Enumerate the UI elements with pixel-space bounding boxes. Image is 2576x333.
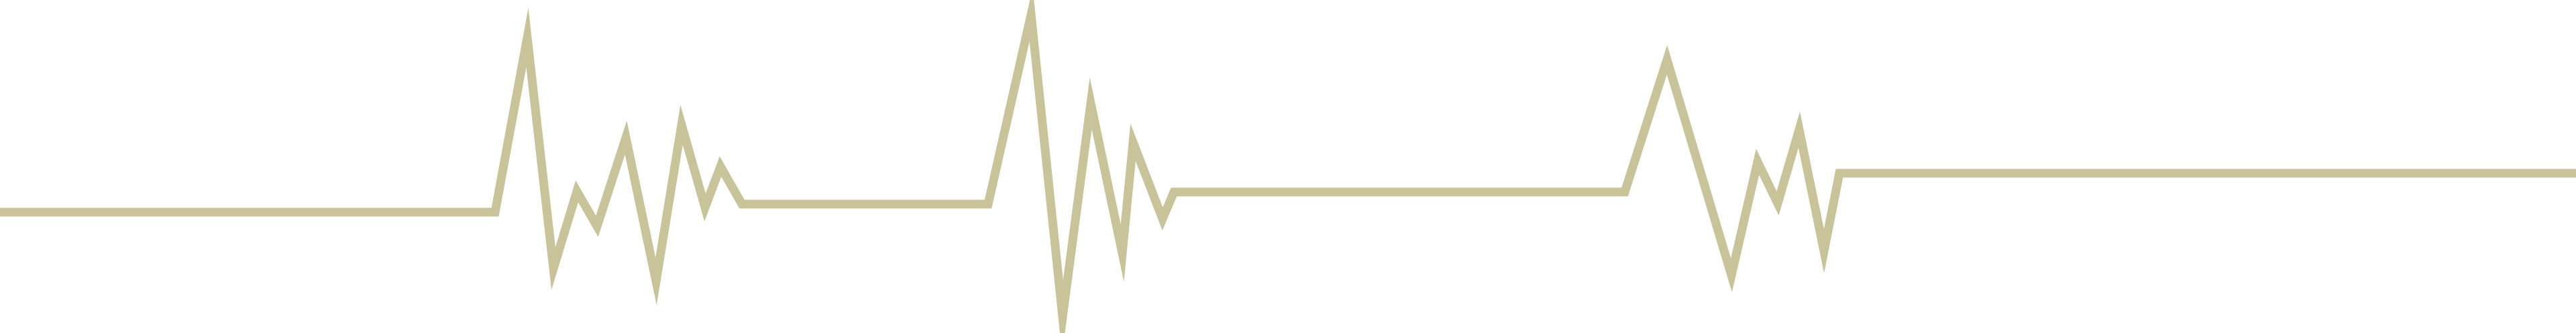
waveform-canvas [0, 0, 2576, 333]
waveform-graphic [0, 0, 2576, 333]
waveform-line [0, 0, 2576, 333]
